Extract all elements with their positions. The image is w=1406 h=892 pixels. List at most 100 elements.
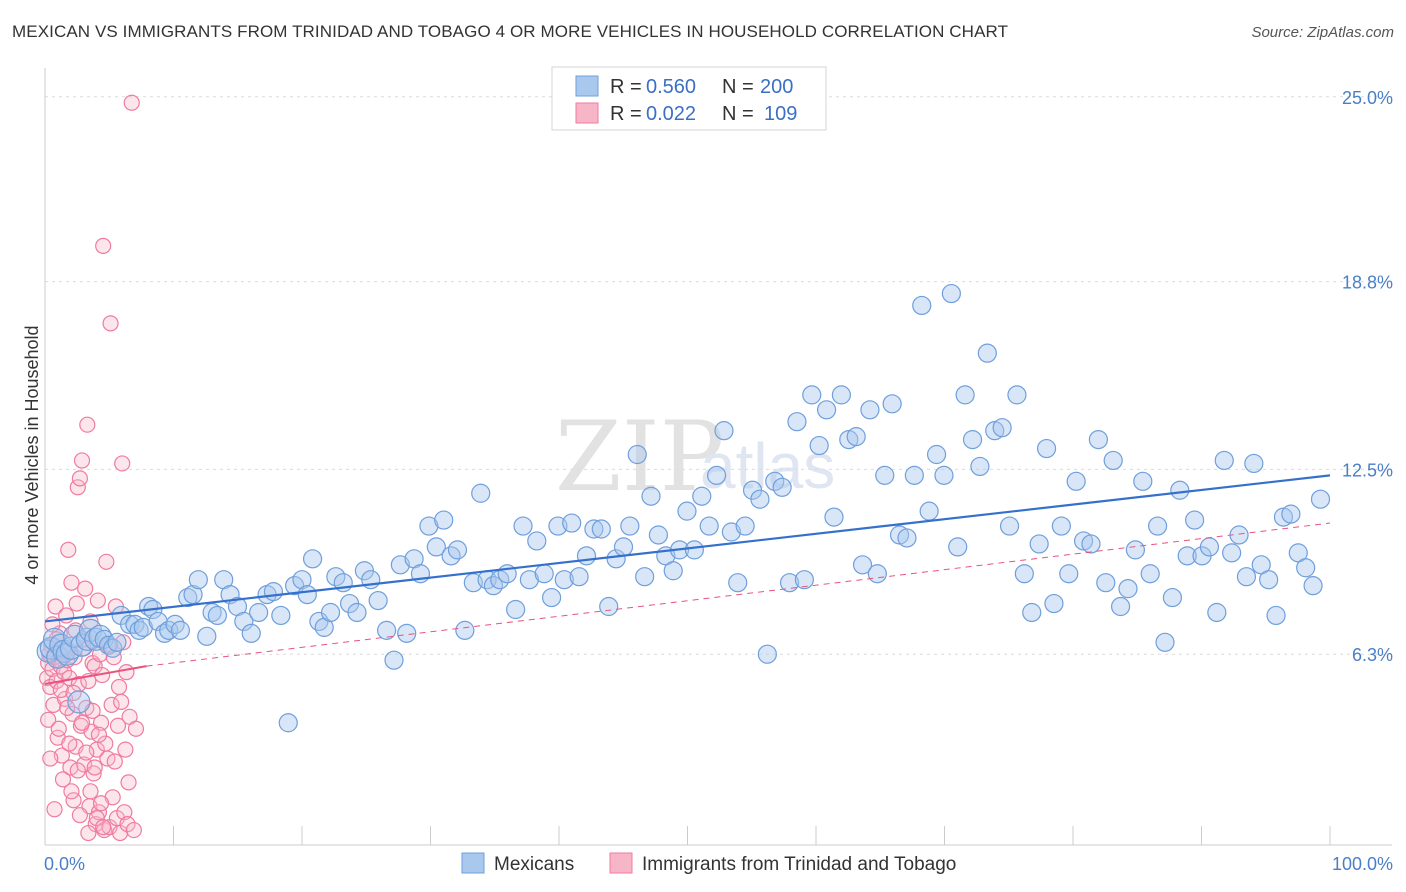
y-tick-label: 12.5%	[1342, 460, 1393, 480]
data-point	[534, 564, 554, 584]
y-tick-label: 18.8%	[1342, 273, 1393, 293]
data-point	[912, 295, 932, 316]
data-point	[117, 741, 134, 758]
data-point	[591, 519, 611, 539]
data-point	[1303, 576, 1323, 596]
data-point	[89, 592, 106, 609]
data-point	[67, 690, 91, 714]
series-trinidad-tobago	[39, 94, 145, 842]
data-point	[133, 617, 153, 637]
data-point	[962, 429, 983, 450]
chart-title: MEXICAN VS IMMIGRANTS FROM TRINIDAD AND …	[12, 22, 1009, 41]
data-point	[948, 537, 968, 557]
data-point	[882, 394, 902, 414]
data-point	[92, 714, 110, 731]
data-point	[992, 418, 1012, 438]
data-point	[852, 555, 873, 575]
data-point	[178, 587, 198, 608]
trend-line-trinidad-tobago	[44, 665, 147, 686]
y-axis-label: 4 or more Vehicles in Household	[22, 325, 42, 584]
data-point	[970, 456, 990, 477]
data-point	[1044, 593, 1064, 614]
data-point	[271, 605, 291, 626]
data-point	[73, 714, 91, 731]
data-point	[824, 507, 844, 527]
data-point	[977, 343, 997, 363]
data-point	[347, 602, 367, 623]
data-point	[831, 385, 851, 405]
axes	[44, 68, 1392, 846]
data-point	[527, 531, 547, 551]
data-point	[506, 599, 526, 620]
data-point	[116, 804, 133, 821]
data-point	[735, 516, 755, 536]
data-point	[926, 444, 947, 465]
x-tick-label: 100.0%	[1332, 854, 1393, 874]
data-point	[197, 626, 217, 646]
y-tick-label: 25.0%	[1342, 88, 1393, 108]
chart-source: Source: ZipAtlas.com	[1251, 24, 1394, 41]
data-point	[620, 516, 640, 536]
y-tick-label: 6.3%	[1352, 645, 1393, 665]
data-point	[757, 644, 777, 664]
data-point	[1125, 540, 1145, 560]
data-point	[69, 762, 86, 779]
data-point	[52, 681, 69, 699]
trend-line-mexicans	[44, 474, 1331, 623]
watermark-zip: ZIP	[555, 401, 724, 513]
data-point	[867, 564, 887, 584]
data-point	[606, 549, 626, 569]
data-point	[1310, 489, 1331, 509]
data-point	[1036, 438, 1057, 459]
data-point	[68, 595, 85, 612]
data-point	[750, 489, 770, 509]
data-point	[70, 675, 87, 693]
legend-r-value: 0.022	[646, 103, 696, 125]
data-point	[1088, 429, 1108, 450]
trend-lines	[44, 474, 1331, 686]
data-point	[123, 94, 140, 111]
data-point	[513, 516, 533, 536]
data-point	[1051, 516, 1071, 536]
data-point	[40, 711, 57, 728]
data-point	[1222, 543, 1242, 563]
data-point	[110, 678, 128, 696]
bottom-legend-trinidad-tobago: Immigrants from Trinidad and Tobago	[642, 854, 956, 875]
data-point	[86, 759, 103, 776]
data-point	[1103, 450, 1123, 471]
data-point	[999, 516, 1020, 536]
data-point	[278, 713, 298, 733]
data-point	[98, 553, 115, 570]
data-point	[455, 620, 475, 640]
data-point	[1244, 453, 1264, 474]
data-point	[368, 590, 388, 611]
data-point	[1185, 510, 1205, 530]
data-point	[447, 540, 468, 560]
data-point	[125, 821, 142, 839]
data-point	[90, 726, 108, 743]
data-point	[802, 385, 822, 405]
data-point	[1133, 471, 1153, 491]
data-point	[1170, 480, 1190, 500]
data-point	[42, 750, 59, 767]
data-point	[613, 537, 634, 557]
data-point	[706, 465, 727, 485]
data-point	[419, 516, 439, 536]
data-point	[1266, 605, 1286, 626]
data-point	[113, 693, 130, 711]
legend-r-label: R =	[610, 103, 642, 125]
bottom-legend-swatch-trinidad-tobago	[609, 852, 633, 874]
data-point	[554, 570, 574, 590]
bottom-legend-swatch-mexicans	[461, 852, 485, 874]
data-point	[1199, 537, 1220, 557]
data-point	[1259, 570, 1279, 590]
data-point	[80, 824, 97, 842]
data-point	[562, 513, 582, 533]
data-point	[772, 477, 792, 497]
data-point	[82, 783, 99, 800]
data-point	[115, 634, 132, 651]
data-point	[1162, 587, 1183, 608]
data-point	[1296, 558, 1316, 578]
data-point	[471, 483, 491, 503]
data-point	[127, 720, 145, 737]
